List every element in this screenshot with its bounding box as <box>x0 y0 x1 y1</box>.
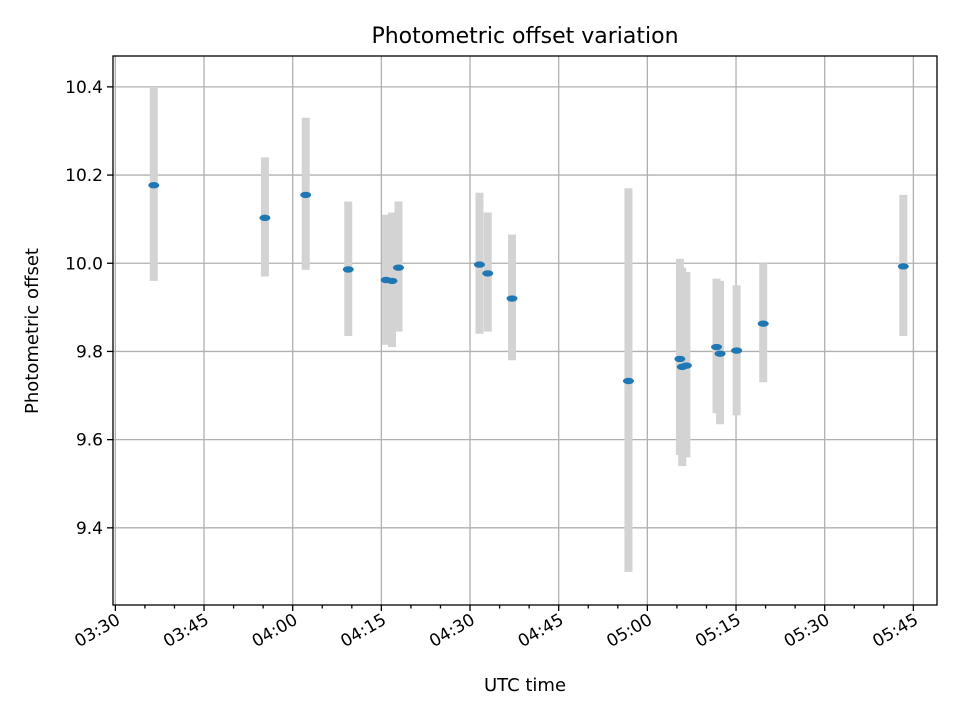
x-tick-label: 04:00 <box>249 610 301 652</box>
data-point <box>259 214 271 222</box>
x-tick-label: 05:30 <box>781 610 833 652</box>
x-tick-label: 04:45 <box>515 610 567 652</box>
data-point <box>711 343 723 351</box>
plot-frame <box>112 55 938 606</box>
x-tick-label: 05:45 <box>869 610 921 652</box>
data-point <box>674 355 686 363</box>
data-points <box>148 182 909 385</box>
data-point <box>714 350 726 357</box>
y-tick-label: 9.4 <box>76 519 103 539</box>
data-point <box>897 263 909 270</box>
y-axis-ticks: 9.4 9.6 9.8 10.0 10.2 10.4 <box>65 78 113 539</box>
error-bars <box>149 86 908 572</box>
y-tick-label: 10.4 <box>65 78 103 98</box>
x-tick-label: 05:00 <box>603 610 655 652</box>
data-point <box>506 295 518 302</box>
y-tick-label: 10.2 <box>65 166 103 186</box>
x-tick-label: 03:45 <box>160 610 212 652</box>
data-point <box>731 347 743 354</box>
data-point <box>482 270 494 277</box>
y-tick-label: 10.0 <box>65 254 103 274</box>
x-axis-ticks: 03:30 03:45 04:00 04:15 04:30 04:45 05:00 05:15… <box>71 605 922 652</box>
y-tick-label: 9.6 <box>76 431 103 451</box>
data-point <box>300 191 312 199</box>
y-axis-label: Photometric offset <box>22 248 43 414</box>
data-point <box>386 277 398 285</box>
x-tick-label: 05:15 <box>692 610 744 652</box>
data-point <box>148 182 160 189</box>
x-axis-label: UTC time <box>484 675 566 696</box>
grid <box>113 56 937 605</box>
data-point <box>473 261 485 268</box>
chart-title: Photometric offset variation <box>371 24 678 49</box>
data-point <box>757 320 769 327</box>
x-tick-label: 04:30 <box>426 610 478 652</box>
data-point <box>680 362 692 369</box>
data-point <box>342 266 354 273</box>
y-tick-label: 9.8 <box>76 342 103 362</box>
data-point <box>393 264 405 271</box>
data-point <box>622 377 634 385</box>
x-tick-label: 04:15 <box>337 610 389 652</box>
x-tick-label: 03:30 <box>71 610 123 652</box>
